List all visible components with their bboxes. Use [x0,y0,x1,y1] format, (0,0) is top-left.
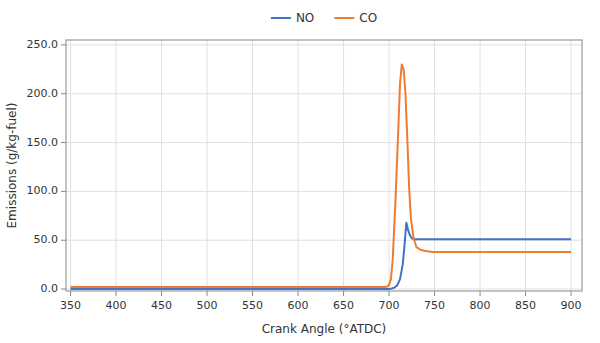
x-tick-label: 450 [151,299,172,312]
chart: 0.0 50.0 100.0 150.0 200.0 250.0 350 400 450 500 5… [0,0,600,343]
y-tick-label: 200.0 [27,87,59,100]
x-tick-label: 500 [197,299,218,312]
x-tick-label: 400 [106,299,127,312]
y-tick-label: 150.0 [27,136,59,149]
legend-label: CO [359,11,377,25]
x-tick [298,291,299,296]
y-tick [61,93,66,94]
x-grid-line [70,40,71,291]
y-axis-label: Emissions (g/kg-fuel) [5,103,19,229]
axes: 0.0 50.0 100.0 150.0 200.0 250.0 350 400 450 500 5… [5,38,582,336]
y-grid-line [66,142,582,143]
y-tick [61,142,66,143]
x-tick-label: 750 [424,299,445,312]
x-tick [480,291,481,296]
grid [66,40,582,291]
x-tick [343,291,344,296]
x-grid-line [571,40,572,291]
x-tick [207,291,208,296]
y-tick [61,289,66,290]
y-tick [61,240,66,241]
x-grid-line [298,40,299,291]
x-tick [571,291,572,296]
x-tick [525,291,526,296]
legend-swatch [334,17,354,19]
x-grid-line [525,40,526,291]
y-grid-line [66,191,582,192]
x-tick-label: 550 [242,299,263,312]
x-tick-label: 800 [470,299,491,312]
legend-item: CO [334,11,377,25]
y-grid-line [66,93,582,94]
x-tick [70,291,71,296]
x-tick-label: 650 [333,299,354,312]
x-tick-label: 850 [515,299,536,312]
x-grid-line [343,40,344,291]
y-tick-label: 0.0 [41,282,59,295]
y-tick-label: 250.0 [27,38,59,51]
y-tick [61,44,66,45]
x-tick-label: 350 [60,299,81,312]
x-grid-line [389,40,390,291]
legend-swatch [271,17,291,19]
x-grid-line [207,40,208,291]
x-tick [116,291,117,296]
series-line [71,64,572,287]
y-tick [61,191,66,192]
plot-frame [66,40,582,291]
series-line [71,223,572,289]
x-grid-line [116,40,117,291]
x-tick [434,291,435,296]
y-grid-line [66,44,582,45]
x-axis-label: Crank Angle (°ATDC) [262,322,387,336]
legend-label: NO [296,11,314,25]
legend: NO CO [271,11,377,25]
x-tick [389,291,390,296]
x-grid-line [434,40,435,291]
x-tick-label: 900 [561,299,582,312]
x-tick [252,291,253,296]
series-lines [71,64,572,289]
legend-item: NO [271,11,314,25]
y-tick-label: 50.0 [34,233,59,246]
x-grid-line [161,40,162,291]
x-grid-line [252,40,253,291]
x-tick-label: 600 [288,299,309,312]
x-tick [161,291,162,296]
x-grid-line [480,40,481,291]
x-tick-label: 700 [379,299,400,312]
y-tick-label: 100.0 [27,184,59,197]
